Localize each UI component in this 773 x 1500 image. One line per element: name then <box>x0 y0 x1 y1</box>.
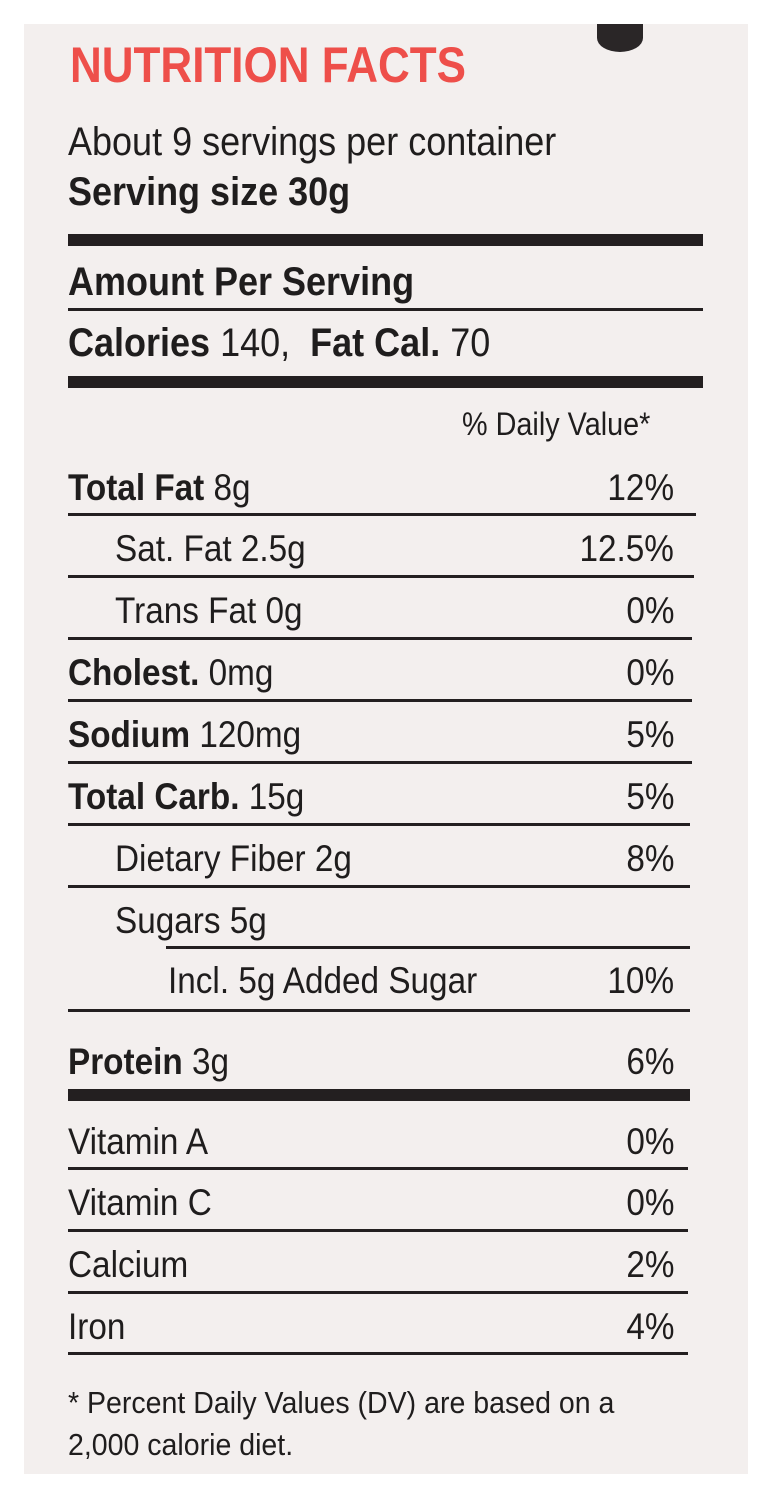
nutrient-amount: 0g <box>265 590 303 631</box>
nutrient-name: Protein <box>68 1041 183 1082</box>
nutrient-amount: 2g <box>314 838 352 879</box>
nutrient-dv: 0% <box>625 590 674 631</box>
row-divider <box>68 637 692 640</box>
amount-per-serving: Amount Per Serving <box>68 260 415 304</box>
nutrient-row-total-fat: Total Fat 8g 12% <box>68 467 688 508</box>
nutrient-dv: 8% <box>625 838 674 879</box>
nutrient-row-protein: Protein 3g 6% <box>68 1041 688 1082</box>
nutrient-dv: 0% <box>625 652 674 693</box>
vitamin-name: Calcium <box>68 1244 189 1285</box>
nutrient-row-sat-fat: Sat. Fat 2.5g 12.5% <box>68 528 688 569</box>
vitamin-name: Vitamin A <box>68 1121 209 1162</box>
row-divider <box>68 513 696 516</box>
nutrient-amount: 8g <box>213 467 251 508</box>
nutrient-name: Trans Fat <box>115 590 257 631</box>
label-title: NUTRITION FACTS <box>70 37 466 93</box>
nutrient-dv: 12.5% <box>579 528 674 569</box>
row-divider <box>68 1229 688 1232</box>
row-divider <box>68 885 690 888</box>
nutrient-name: Dietary Fiber <box>115 838 306 879</box>
vitamin-name: Vitamin C <box>68 1182 212 1223</box>
row-divider <box>68 1167 688 1170</box>
nutrient-row-added-sugar: Incl. 5g Added Sugar 10% <box>68 960 688 1001</box>
thick-divider-vitamins <box>68 1089 690 1101</box>
nutrient-name: Cholest. <box>68 652 200 693</box>
nutrient-amount: 5g <box>229 900 267 941</box>
row-divider-indented <box>166 946 690 949</box>
nutrient-name: Total Carb. <box>68 776 240 817</box>
nutrition-facts-panel: NUTRITION FACTS About 9 servings per con… <box>24 24 748 1474</box>
nutrient-amount: 3g <box>191 1041 230 1082</box>
thick-divider-calories <box>68 376 703 388</box>
nutrient-row-sugars: Sugars 5g <box>68 900 688 941</box>
row-divider <box>68 1291 688 1294</box>
vitamin-dv: 2% <box>625 1244 674 1285</box>
nutrient-dv: 10% <box>607 960 674 1001</box>
row-divider <box>68 823 690 826</box>
nutrient-name: Sodium <box>68 714 191 755</box>
nutrient-row-total-carb: Total Carb. 15g 5% <box>68 776 688 817</box>
calories-label: Calories <box>68 321 211 365</box>
calories-line: Calories 140, Fat Cal. 70 <box>68 321 490 366</box>
row-divider <box>68 1009 690 1012</box>
row-divider <box>68 575 694 578</box>
serving-size-value: 30g <box>288 170 351 214</box>
footnote: * Percent Daily Values (DV) are based on… <box>68 1385 615 1462</box>
serving-size-label: Serving size <box>68 170 279 214</box>
vitamin-dv: 0% <box>625 1121 674 1162</box>
thick-divider-top <box>68 234 703 246</box>
row-divider <box>68 699 692 702</box>
heart-logo-icon <box>597 24 643 52</box>
row-divider <box>68 761 692 764</box>
nutrient-dv: 5% <box>625 776 674 817</box>
nutrient-dv: 5% <box>625 714 674 755</box>
nutrient-row-trans-fat: Trans Fat 0g 0% <box>68 590 688 631</box>
nutrient-row-dietary-fiber: Dietary Fiber 2g 8% <box>68 838 688 879</box>
fat-cal-label: Fat Cal. <box>310 321 441 365</box>
nutrient-amount: 2.5g <box>240 528 306 569</box>
vitamin-row-c: Vitamin C 0% <box>68 1182 688 1223</box>
fat-cal-value: 70 <box>450 321 491 365</box>
nutrient-dv: 12% <box>607 467 674 508</box>
nutrient-name: Incl. 5g Added Sugar <box>168 960 478 1001</box>
serving-size: Serving size 30g <box>68 170 350 215</box>
nutrient-name: Total Fat <box>68 467 205 508</box>
nutrient-amount: 15g <box>248 776 305 817</box>
nutrient-row-sodium: Sodium 120mg 5% <box>68 714 688 755</box>
vitamin-name: Iron <box>68 1306 126 1347</box>
calories-value: 140, <box>220 321 291 365</box>
nutrient-amount: 120mg <box>199 714 302 755</box>
nutrient-row-cholesterol: Cholest. 0mg 0% <box>68 652 688 693</box>
nutrient-name: Sugars <box>115 900 221 941</box>
vitamin-dv: 4% <box>625 1306 674 1347</box>
daily-value-header: % Daily Value* <box>462 406 651 442</box>
vitamin-row-calcium: Calcium 2% <box>68 1244 688 1285</box>
vitamin-dv: 0% <box>625 1182 674 1223</box>
divider-amount <box>68 308 703 311</box>
vitamin-row-a: Vitamin A 0% <box>68 1121 688 1162</box>
nutrient-dv: 6% <box>625 1041 674 1082</box>
row-divider <box>68 1352 688 1355</box>
servings-per-container: About 9 servings per container <box>68 120 557 164</box>
vitamin-row-iron: Iron 4% <box>68 1306 688 1347</box>
nutrient-amount: 0mg <box>208 652 274 693</box>
nutrient-name: Sat. Fat <box>115 528 232 569</box>
